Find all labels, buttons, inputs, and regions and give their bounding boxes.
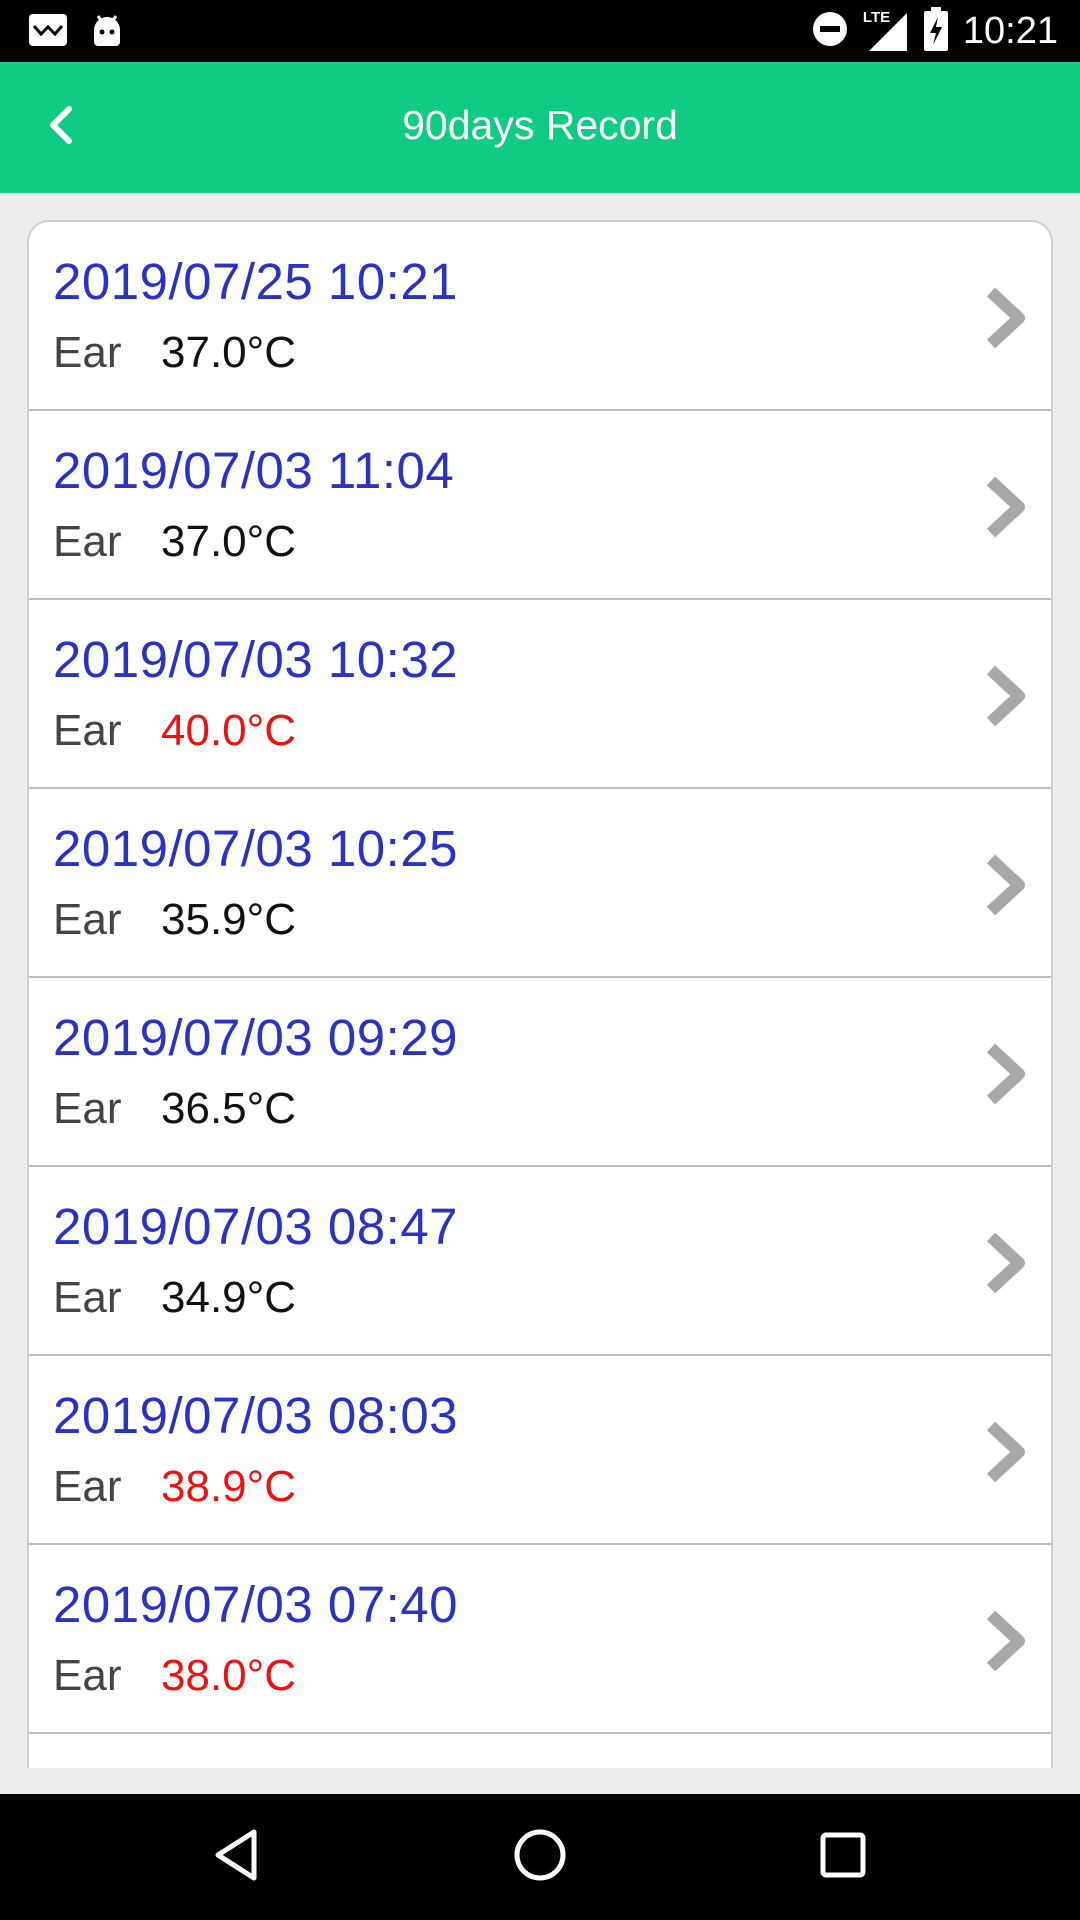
- nav-recents-button[interactable]: [810, 1824, 876, 1890]
- page-title: 90days Record: [402, 102, 678, 148]
- battery-charging-icon: [923, 6, 949, 56]
- back-button[interactable]: [30, 97, 90, 157]
- record-row[interactable]: 2019/07/03 08:47 Ear 34.9°C: [29, 1167, 1051, 1356]
- record-temperature: 35.9°C: [161, 895, 297, 944]
- record-row[interactable]: 2019/07/03 07:40 Ear 38.0°C: [29, 1545, 1051, 1734]
- home-circle-icon: [512, 1827, 568, 1888]
- record-temperature: 40.0°C: [161, 706, 297, 755]
- chevron-right-icon: [981, 853, 1031, 917]
- record-datetime: 2019/07/03 08:03: [53, 1387, 459, 1444]
- do-not-disturb-icon: [811, 10, 849, 53]
- mail-icon: [28, 12, 68, 53]
- chevron-right-icon: [981, 1042, 1031, 1106]
- chevron-right-icon: [981, 475, 1031, 539]
- chevron-left-icon: [45, 103, 75, 152]
- record-temperature: 38.0°C: [161, 1651, 297, 1700]
- android-icon: [90, 12, 124, 53]
- clock: 10:21: [962, 9, 1058, 52]
- record-row-partial[interactable]: [29, 1734, 1051, 1768]
- record-datetime: 2019/07/03 11:04: [53, 442, 455, 499]
- record-site: Ear: [53, 1273, 122, 1322]
- record-temperature: 38.9°C: [161, 1462, 297, 1511]
- record-list-container[interactable]: 2019/07/25 10:21 Ear 37.0°C 2019/07/03 1…: [27, 220, 1053, 1768]
- record-row[interactable]: 2019/07/03 11:04 Ear 37.0°C: [29, 411, 1051, 600]
- record-row[interactable]: 2019/07/03 08:03 Ear 38.9°C: [29, 1356, 1051, 1545]
- record-row[interactable]: 2019/07/03 09:29 Ear 36.5°C: [29, 978, 1051, 1167]
- record-row[interactable]: 2019/07/03 10:32 Ear 40.0°C: [29, 600, 1051, 789]
- chevron-right-icon: [981, 1420, 1031, 1484]
- record-temperature: 34.9°C: [161, 1273, 297, 1322]
- record-datetime: 2019/07/03 10:32: [53, 631, 459, 688]
- chevron-right-icon: [981, 1231, 1031, 1295]
- system-nav-bar: [0, 1794, 1080, 1920]
- record-temperature: 37.0°C: [161, 517, 297, 566]
- signal-icon: LTE: [863, 9, 909, 53]
- record-site: Ear: [53, 517, 122, 566]
- record-datetime: 2019/07/03 08:47: [53, 1198, 459, 1255]
- nav-home-button[interactable]: [507, 1824, 573, 1890]
- record-list: 2019/07/25 10:21 Ear 37.0°C 2019/07/03 1…: [27, 220, 1053, 1768]
- record-row[interactable]: 2019/07/25 10:21 Ear 37.0°C: [29, 222, 1051, 411]
- record-temperature: 36.5°C: [161, 1084, 297, 1133]
- record-datetime: 2019/07/03 09:29: [53, 1009, 459, 1066]
- network-label: LTE: [862, 9, 891, 26]
- record-site: Ear: [53, 706, 122, 755]
- app-bar: 90days Record: [0, 62, 1080, 193]
- record-datetime: 2019/07/03 10:25: [53, 820, 459, 877]
- record-row[interactable]: 2019/07/03 10:25 Ear 35.9°C: [29, 789, 1051, 978]
- record-datetime: 2019/07/25 10:21: [53, 253, 459, 310]
- chevron-right-icon: [981, 1609, 1031, 1673]
- record-datetime: 2019/07/03 07:40: [53, 1576, 459, 1633]
- recents-square-icon: [818, 1830, 868, 1885]
- chevron-right-icon: [981, 286, 1031, 350]
- back-triangle-icon: [212, 1828, 262, 1887]
- record-site: Ear: [53, 1462, 122, 1511]
- record-site: Ear: [53, 895, 122, 944]
- record-site: Ear: [53, 1651, 122, 1700]
- chevron-right-icon: [981, 664, 1031, 728]
- record-site: Ear: [53, 328, 122, 377]
- record-site: Ear: [53, 1084, 122, 1133]
- record-temperature: 37.0°C: [161, 328, 297, 377]
- nav-back-button[interactable]: [204, 1824, 270, 1890]
- status-bar: LTE 10:21: [0, 0, 1080, 62]
